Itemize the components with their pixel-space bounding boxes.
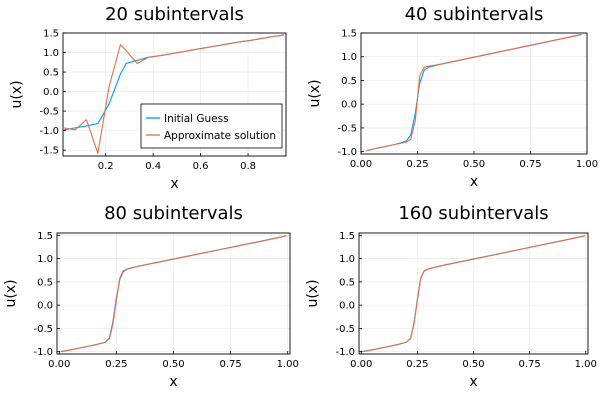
y-tick-label: 1.0	[341, 52, 357, 63]
chart-panel-4: 0.00 0.25 0.50 0.75 1.00 -1.0 -0.5 0.0 0.5 1.0 1.5…	[305, 203, 597, 390]
chart-title: 80 subintervals	[104, 203, 243, 224]
x-tick-label: 0.00	[350, 359, 372, 370]
x-tick-label: 1.00	[576, 159, 598, 170]
y-tick-label: 1.5	[339, 231, 355, 242]
series-line-2	[60, 235, 287, 353]
y-tick-label: 0.0	[341, 100, 357, 111]
x-tick-label: 0.50	[162, 359, 184, 370]
y-tick-label: 0.0	[37, 301, 53, 312]
x-tick-label: 0.50	[462, 359, 484, 370]
x-tick-label: 0.2	[98, 161, 114, 172]
x-tick-label: 0.75	[518, 359, 540, 370]
y-tick-label: 0.0	[339, 301, 355, 312]
x-tick-label: 1.00	[277, 359, 299, 370]
y-axis-label: u(x)	[307, 79, 323, 107]
y-tick-label: 0.5	[43, 68, 59, 79]
y-tick-label: -1.0	[39, 126, 59, 137]
legend-entry-1: Initial Guess	[164, 113, 229, 125]
y-tick-label: 0.0	[43, 87, 59, 98]
x-tick-label: 0.00	[48, 359, 70, 370]
chart-title: 40 subintervals	[405, 4, 544, 25]
x-axis-label: x	[469, 374, 477, 390]
y-tick-label: 1.5	[37, 231, 53, 242]
y-axis-label: u(x)	[3, 279, 19, 307]
x-tick-label: 0.25	[105, 359, 127, 370]
x-tick-label: 0.4	[145, 161, 161, 172]
legend-box	[140, 103, 283, 149]
x-tick-label: 0.50	[463, 159, 485, 170]
x-axis-label: x	[470, 174, 478, 190]
y-tick-label: -1.0	[335, 347, 355, 358]
y-tick-label: -0.5	[39, 107, 59, 118]
legend: Initial Guess Approximate solution	[140, 103, 283, 149]
y-tick-label: -0.5	[337, 123, 357, 134]
x-tick-label: 0.75	[519, 159, 541, 170]
x-axis-label: x	[170, 176, 178, 192]
chart-panel-2: 0.00 0.25 0.50 0.75 1.00 -1.0 -0.5 0.0 0.5 1.0 1.5…	[307, 4, 598, 190]
y-tick-label: -1.0	[337, 147, 357, 158]
y-axis-label: u(x)	[9, 80, 25, 108]
chart-title: 20 subintervals	[105, 4, 244, 25]
chart-panel-1: 0.2 0.4 0.6 0.8 -1.5 -1.0 -0.5 0.0 0.5 1.0 1.5 20 s…	[9, 4, 287, 192]
y-axis-label: u(x)	[305, 279, 321, 307]
series-line-2	[361, 235, 586, 353]
x-tick-label: 0.25	[406, 359, 428, 370]
y-tick-label: 1.0	[37, 254, 53, 265]
y-tick-label: 1.0	[339, 254, 355, 265]
y-tick-label: 0.5	[339, 277, 355, 288]
series-line-2	[366, 33, 582, 152]
x-tick-label: 0.00	[350, 159, 372, 170]
y-tick-label: 0.5	[341, 76, 357, 87]
y-tick-label: -0.5	[33, 324, 53, 335]
y-tick-label: -1.5	[39, 146, 59, 157]
plot-frame	[62, 32, 287, 157]
series-line-2	[63, 34, 285, 154]
y-tick-label: -0.5	[335, 324, 355, 335]
legend-entry-2: Approximate solution	[164, 130, 276, 142]
x-tick-label: 0.75	[219, 359, 241, 370]
x-tick-label: 0.25	[406, 159, 428, 170]
y-tick-label: 1.5	[43, 29, 59, 40]
y-tick-label: 1.5	[341, 29, 357, 40]
x-tick-label: 0.6	[193, 161, 209, 172]
y-tick-label: 1.0	[43, 48, 59, 59]
x-tick-label: 1.00	[575, 359, 597, 370]
x-axis-label: x	[169, 374, 177, 390]
chart-title: 160 subintervals	[398, 203, 548, 224]
y-tick-label: -1.0	[33, 347, 53, 358]
chart-panel-3: 0.00 0.25 0.50 0.75 1.00 -1.0 -0.5 0.0 0.5 1.0 1.5…	[3, 203, 299, 390]
x-tick-label: 0.8	[240, 161, 256, 172]
y-tick-label: 0.5	[37, 277, 53, 288]
